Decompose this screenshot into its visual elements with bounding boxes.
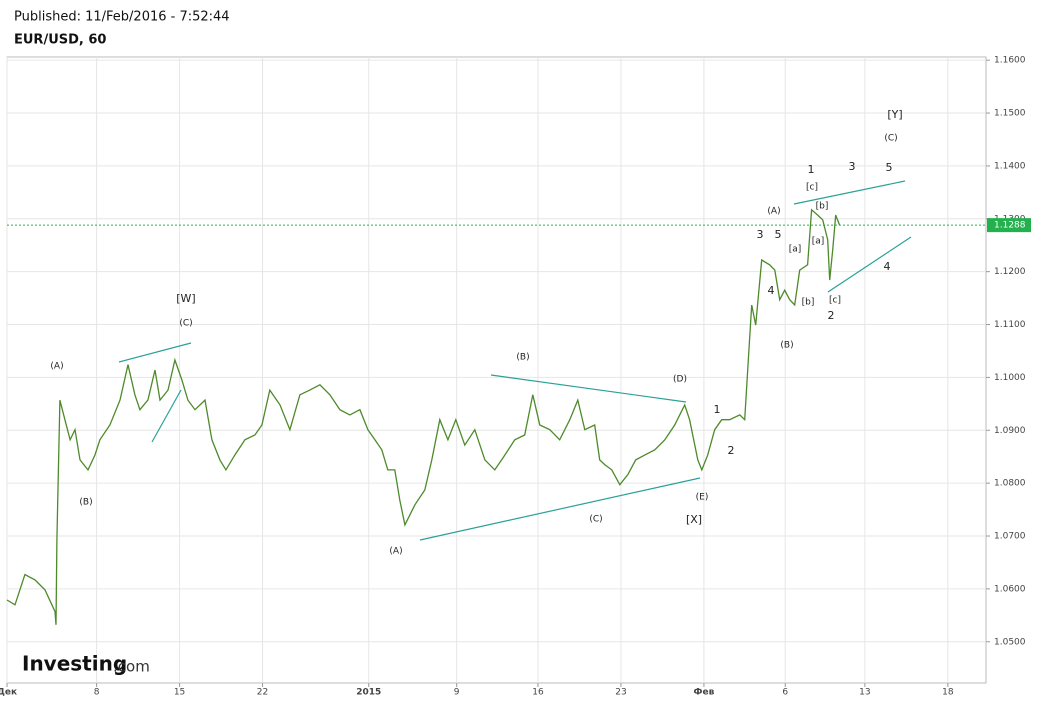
last-price-box	[987, 218, 1031, 233]
y-tick-label: 1.1500	[994, 109, 1026, 119]
wave-label: 4	[884, 260, 891, 273]
wave-label: [c]	[829, 296, 841, 306]
y-tick-label: 1.1100	[994, 320, 1026, 330]
logo: Investing	[22, 652, 127, 676]
marks	[6, 208, 986, 625]
wave-label: (A)	[50, 362, 63, 372]
wave-label: (C)	[884, 134, 897, 144]
x-tick-label: 6	[782, 688, 788, 698]
wave-label: (A)	[389, 547, 402, 557]
price-line	[6, 208, 841, 625]
wave-label: 1	[714, 403, 721, 416]
wave-label: 2	[728, 444, 735, 457]
wave-label: [W]	[176, 292, 195, 305]
wave-label: 3	[849, 160, 856, 173]
chart-title: EUR/USD, 60	[14, 33, 106, 48]
y-tick-label: 1.1200	[994, 267, 1026, 277]
wave-label: (C)	[589, 515, 602, 525]
y-tick-label: 1.1400	[994, 161, 1026, 171]
wave-label: [c]	[806, 183, 818, 193]
wave-label: 3	[757, 228, 764, 241]
trend-line	[419, 477, 701, 541]
grid	[6, 57, 990, 687]
wave-label: [X]	[686, 513, 702, 526]
y-tick-label: 1.0700	[994, 532, 1026, 542]
wave-label: [b]	[816, 202, 829, 212]
wave-label: (B)	[516, 353, 529, 363]
wave-label: [a]	[789, 245, 802, 255]
x-tick-label: 13	[859, 688, 870, 698]
wave-label: (B)	[780, 341, 793, 351]
trend-line	[827, 236, 912, 293]
wave-label: [a]	[812, 237, 825, 247]
x-tick-label: 15	[174, 688, 185, 698]
wave-label: 1	[808, 163, 815, 176]
y-tick-label: 1.0900	[994, 426, 1026, 436]
wave-label: 2	[828, 309, 835, 322]
trend-line	[151, 389, 182, 443]
trend-line	[793, 180, 906, 205]
trend-line	[490, 374, 687, 403]
logo-suffix: .com	[113, 658, 150, 676]
wave-label: (B)	[79, 498, 92, 508]
x-tick-label: 18	[942, 688, 954, 698]
x-tick-label: 8	[94, 688, 100, 698]
published: Published: 11/Feb/2016 - 7:52:44	[14, 10, 230, 25]
x-tick-label: 9	[454, 688, 460, 698]
wave-label: [b]	[802, 298, 815, 308]
y-tick-label: 1.0500	[994, 637, 1026, 647]
wave-label: [Y]	[887, 108, 902, 121]
x-tick-label: 22	[257, 688, 268, 698]
trend-line	[118, 342, 192, 363]
last-price-label: 1.1288	[994, 221, 1026, 231]
y-tick-label: 1.0600	[994, 584, 1026, 594]
wave-label: 5	[775, 228, 782, 241]
wave-label: (A)	[767, 207, 780, 217]
y-tick-label: 1.1600	[994, 56, 1026, 66]
wave-label: (D)	[673, 375, 687, 385]
y-tick-label: 1.0800	[994, 479, 1026, 489]
wave-label: (C)	[179, 319, 192, 329]
x-tick-label: 23	[615, 688, 626, 698]
wave-label: 5	[886, 161, 893, 174]
y-tick-label: 1.1000	[994, 373, 1026, 383]
trend-lines	[118, 180, 912, 541]
x-tick-label: Дек	[0, 688, 17, 698]
x-tick-label: Фев	[694, 688, 715, 698]
x-tick-label: 2015	[356, 688, 381, 698]
x-tick-label: 16	[532, 688, 544, 698]
wave-label: (E)	[696, 493, 709, 503]
wave-label: 4	[768, 284, 775, 297]
